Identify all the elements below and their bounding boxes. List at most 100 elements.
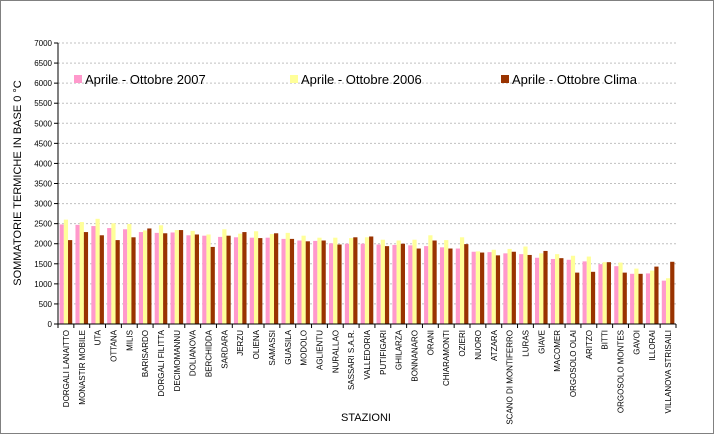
bar <box>163 233 168 324</box>
x-tick-label: MONASTIR MOBILE <box>78 330 87 405</box>
bar <box>313 240 318 324</box>
x-tick-label: SCANO DI MONTIFERRO <box>506 330 515 425</box>
bar <box>321 240 326 324</box>
bar <box>317 237 322 324</box>
bar <box>329 243 334 324</box>
bar <box>661 280 666 324</box>
x-tick-label: GUASILA <box>284 329 293 364</box>
bar <box>123 229 128 324</box>
y-tick-label: 5000 <box>34 119 52 128</box>
bar <box>412 239 417 324</box>
bar <box>455 248 460 324</box>
bar <box>281 238 286 324</box>
y-tick-label: 0 <box>48 320 53 329</box>
bar <box>154 232 159 324</box>
bar <box>519 254 524 324</box>
bar <box>190 230 195 324</box>
bar <box>550 258 556 324</box>
legend-label: Aprile - Ottobre 2007 <box>85 72 206 87</box>
x-tick-label: ILLORAI <box>648 330 657 361</box>
x-tick-label: NUORO <box>474 330 483 360</box>
bar <box>301 235 306 324</box>
bar <box>645 273 651 324</box>
bar <box>95 218 100 324</box>
x-tick-label: MILIS <box>125 330 134 351</box>
bar <box>369 236 374 324</box>
bar <box>630 273 635 324</box>
y-tick-label: 7000 <box>34 39 52 48</box>
y-tick-label: 6500 <box>34 59 52 68</box>
bar <box>570 255 576 324</box>
bar <box>464 244 469 324</box>
bar <box>475 251 481 324</box>
bar <box>392 244 397 324</box>
bar <box>285 232 290 324</box>
bar <box>622 272 627 324</box>
bar <box>555 254 560 324</box>
bar <box>210 246 215 324</box>
bar <box>491 249 496 324</box>
bar <box>598 264 603 324</box>
bar <box>582 261 587 324</box>
bar <box>424 246 429 324</box>
legend-label: Aprile - Ottobre 2006 <box>301 72 422 87</box>
y-tick-label: 3000 <box>34 200 52 209</box>
bar <box>305 241 310 324</box>
bar <box>586 256 591 324</box>
bar <box>408 245 413 324</box>
bar <box>432 240 437 324</box>
bar <box>618 262 623 324</box>
bar <box>253 231 259 324</box>
y-tick-label: 500 <box>39 300 53 309</box>
y-tick-label: 5500 <box>34 99 52 108</box>
bar <box>242 232 247 324</box>
bar <box>634 268 639 324</box>
x-tick-label: MODOLO <box>300 330 309 366</box>
bar <box>349 238 354 324</box>
x-tick-label: LURAS <box>521 330 530 357</box>
bar <box>249 237 254 324</box>
x-tick-label: OTTANA <box>109 329 118 362</box>
bar <box>222 229 227 324</box>
bar <box>487 252 492 324</box>
x-tick-label: BITTI <box>601 330 610 350</box>
bar <box>590 271 596 324</box>
x-tick-label: BONNANARO <box>411 330 420 382</box>
x-tick-label: DORGALI LANAITTO <box>62 330 71 407</box>
bar <box>400 243 405 324</box>
x-tick-label: ATZARA <box>490 329 499 361</box>
y-tick-label: 1500 <box>34 260 52 269</box>
x-tick-label: GHILARZA <box>395 329 404 370</box>
bar <box>353 237 358 324</box>
bar <box>535 257 540 324</box>
bar <box>218 236 223 324</box>
bar <box>147 228 152 324</box>
x-tick-label: VALLEDORIA <box>363 329 372 379</box>
legend-swatch <box>74 75 82 83</box>
bar <box>511 251 516 324</box>
bar <box>174 230 179 324</box>
bar <box>638 273 643 324</box>
y-tick-label: 4500 <box>34 139 52 148</box>
bar <box>344 243 350 324</box>
x-tick-label: CHIARAMONTI <box>442 330 451 386</box>
y-tick-label: 4000 <box>34 159 52 168</box>
bar <box>206 234 211 324</box>
bar <box>495 255 501 324</box>
bar <box>68 240 73 324</box>
bar <box>448 248 453 324</box>
x-tick-label: ARITZO <box>585 330 594 359</box>
x-tick-label: PUTIFIGARI <box>379 330 388 375</box>
bar <box>665 278 671 324</box>
x-tick-label: VILLANOVA STRISAILI <box>664 330 673 413</box>
y-tick-label: 6000 <box>34 79 52 88</box>
x-tick-label: SARDARA <box>220 329 229 368</box>
y-tick-label: 2000 <box>34 240 52 249</box>
bar <box>265 237 270 324</box>
bar <box>439 247 445 324</box>
bar <box>158 225 164 324</box>
bar <box>194 234 199 324</box>
bar <box>459 237 465 324</box>
bar <box>297 240 302 324</box>
x-tick-label: BARISARDO <box>141 330 150 377</box>
